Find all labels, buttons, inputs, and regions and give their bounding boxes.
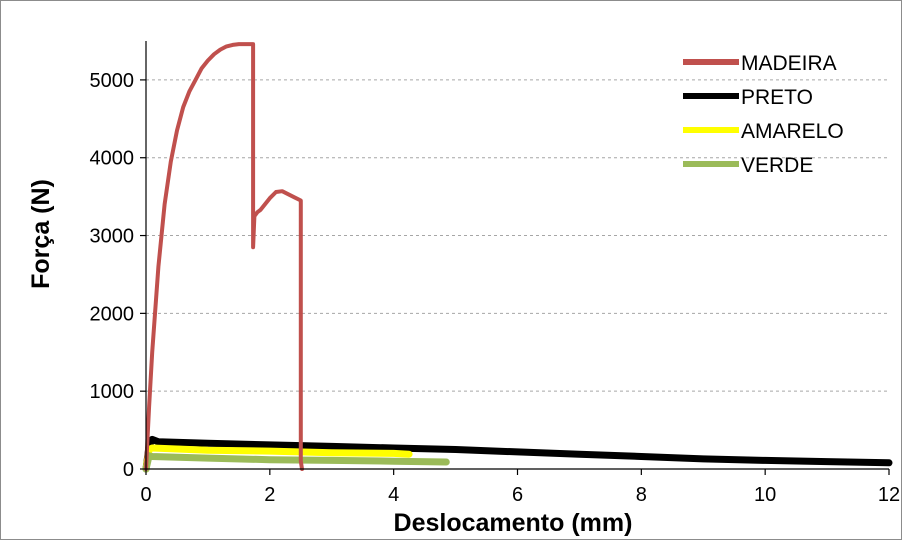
series-line-1	[142, 435, 893, 473]
series-line-0	[144, 42, 304, 471]
y-tick-label: 3000	[90, 226, 135, 248]
x-tick-label: 10	[754, 484, 776, 506]
series-line-2	[142, 444, 413, 473]
x-axis-title: Deslocamento (mm)	[394, 509, 633, 537]
y-axis-title: Força (N)	[27, 179, 55, 289]
x-tick-label: 2	[264, 484, 275, 506]
y-tick-label: 4000	[90, 148, 135, 170]
axes	[140, 41, 890, 475]
y-tick-label: 1000	[90, 381, 135, 403]
series-lines	[142, 42, 893, 473]
legend-label-0: MADEIRA	[741, 52, 837, 75]
legend-label-2: AMARELO	[741, 120, 844, 143]
y-tick-label: 2000	[90, 303, 135, 325]
legend-label-1: PRETO	[741, 86, 813, 109]
legend: MADEIRA PRETO AMARELO VERDE	[683, 52, 844, 177]
gridlines	[146, 79, 889, 392]
x-tick-label: 12	[878, 484, 900, 506]
y-tick-label: 0	[123, 459, 134, 481]
x-tick-label: 4	[388, 484, 399, 506]
x-tick-label: 0	[140, 484, 151, 506]
legend-label-3: VERDE	[741, 154, 813, 177]
x-tick-label: 8	[636, 484, 647, 506]
x-tick-label: 6	[512, 484, 523, 506]
tick-labels: 0 1000 2000 3000 4000 5000 0 2 4 6 8 10 12	[90, 70, 901, 506]
series-line-3	[142, 452, 450, 473]
y-tick-label: 5000	[90, 70, 135, 92]
